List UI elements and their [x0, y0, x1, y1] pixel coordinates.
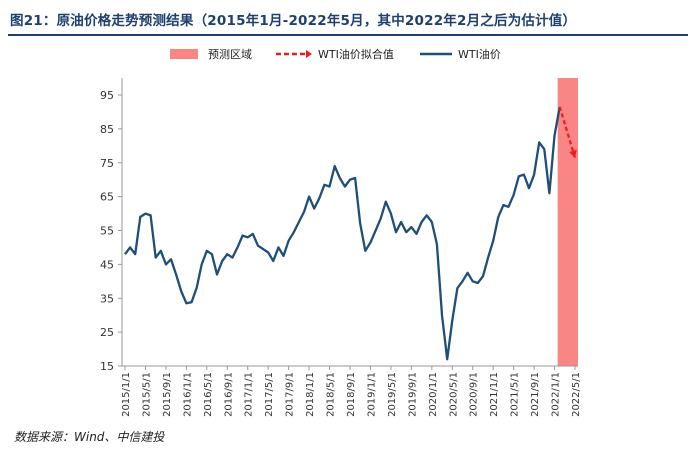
legend-label-fitted: WTI油价拟合值 — [318, 47, 394, 61]
x-tick-label: 2020/5/1 — [448, 372, 459, 417]
x-tick-label: 2015/5/1 — [141, 372, 152, 417]
x-tick-label: 2019/1/1 — [366, 372, 377, 417]
x-tick-label: 2021/5/1 — [510, 372, 521, 417]
x-tick-label: 2020/9/1 — [469, 372, 480, 417]
x-tick-label: 2015/9/1 — [162, 372, 173, 417]
x-tick-label: 2022/5/1 — [571, 372, 582, 417]
source-note: 数据来源：Wind、中信建投 — [14, 430, 165, 444]
x-tick-label: 2015/1/1 — [121, 372, 132, 417]
x-tick-label: 2022/1/1 — [551, 372, 562, 417]
y-tick-label: 45 — [100, 258, 114, 271]
y-tick-label: 25 — [100, 326, 114, 339]
x-tick-label: 2020/1/1 — [428, 372, 439, 417]
fitted-series-arrowhead — [569, 149, 577, 158]
legend-label-forecast-region: 预测区域 — [208, 48, 252, 61]
y-tick-label: 65 — [100, 191, 114, 204]
y-tick-label: 95 — [100, 89, 114, 102]
legend-label-wti: WTI油价 — [458, 47, 501, 61]
figure-title: 图21：原油价格走势预测结果（2015年1月-2022年5月，其中2022年2月… — [10, 13, 577, 29]
legend-swatch-forecast-region — [170, 49, 198, 59]
x-tick-label: 2017/5/1 — [264, 372, 275, 417]
title-divider — [8, 34, 688, 36]
y-tick-label: 15 — [100, 360, 114, 373]
y-tick-label: 75 — [100, 157, 114, 170]
x-tick-label: 2021/1/1 — [489, 372, 500, 417]
y-tick-label: 85 — [100, 123, 114, 136]
x-tick-label: 2021/9/1 — [530, 372, 541, 417]
y-tick-label: 55 — [100, 225, 114, 238]
forecast-region — [557, 78, 578, 366]
x-tick-label: 2018/5/1 — [326, 372, 337, 417]
x-tick-label: 2017/9/1 — [285, 372, 296, 417]
x-tick-label: 2019/5/1 — [387, 372, 398, 417]
x-tick-label: 2019/9/1 — [407, 372, 418, 417]
x-tick-label: 2016/5/1 — [203, 372, 214, 417]
y-tick-label: 35 — [100, 292, 114, 305]
x-tick-label: 2018/1/1 — [305, 372, 316, 417]
legend: 预测区域 WTI油价拟合值 WTI油价 — [170, 47, 501, 61]
x-tick-label: 2018/9/1 — [346, 372, 357, 417]
legend-arrow-icon — [306, 50, 312, 58]
wti-series-line — [124, 106, 561, 361]
x-tick-label: 2017/1/1 — [244, 372, 255, 417]
x-tick-label: 2016/9/1 — [223, 372, 234, 417]
x-tick-label: 2016/1/1 — [182, 372, 193, 417]
fitted-series-line — [558, 106, 577, 159]
